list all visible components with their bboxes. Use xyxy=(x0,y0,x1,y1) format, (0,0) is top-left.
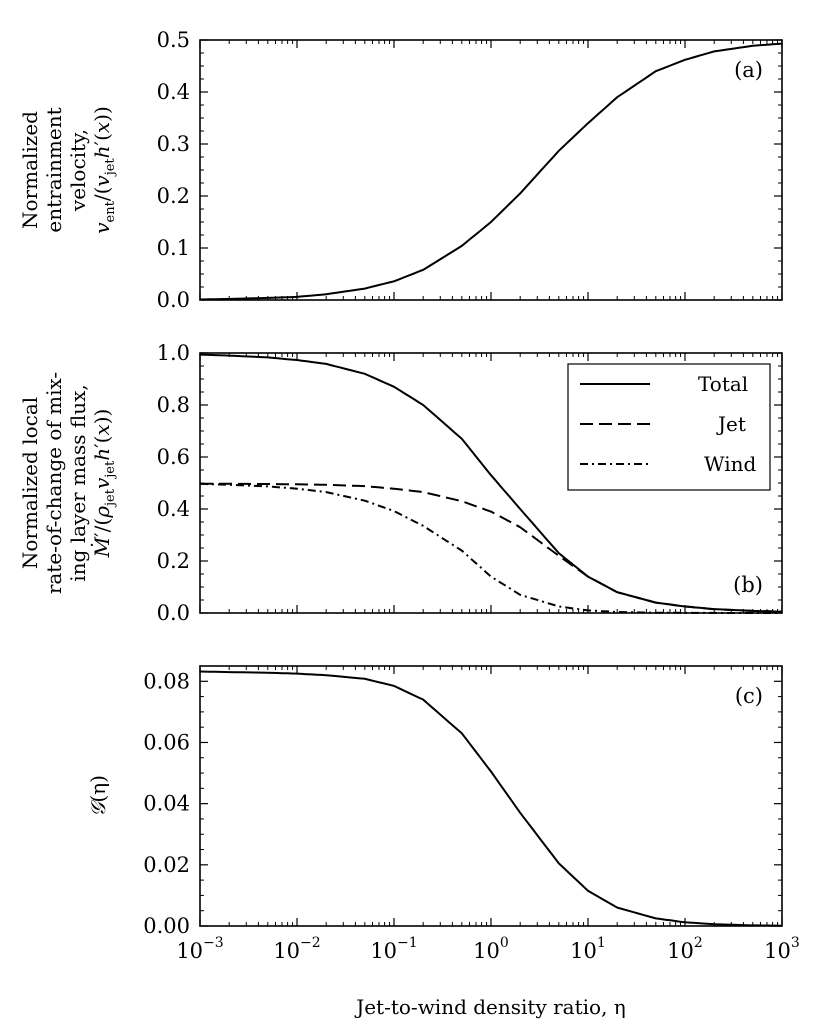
panel-c-ytick-label: 0.02 xyxy=(143,853,190,877)
series-v-ent-line xyxy=(199,42,783,301)
panel-b-ytick-label: 0.4 xyxy=(157,497,190,521)
panel-c-ylabel: 𝒢(η) xyxy=(86,775,110,817)
panel-a-ylabel: Normalized entrainment velocity, vent/(v… xyxy=(18,106,118,234)
panel-a-ylabel-line-1: Normalized xyxy=(18,111,42,229)
series-wind-line xyxy=(199,482,782,614)
panel-b-ylabel-formula: Ṁ′/(ρjetvjeth′(x)) xyxy=(90,409,118,559)
panel-b-ylabel-line-1: Normalized local xyxy=(18,397,42,569)
legend: Total Jet Wind xyxy=(567,363,771,491)
panel-a-ylabel-line-2: entrainment xyxy=(42,107,66,232)
panel-b-tag: (b) xyxy=(733,573,763,597)
panel-c-frame xyxy=(199,665,783,927)
panel-a-ytick-label: 0.5 xyxy=(157,28,190,52)
x-axis-label: Jet-to-wind density ratio, η xyxy=(354,995,626,1019)
legend-label-wind: Wind xyxy=(704,452,756,476)
panel-b-ylabel-line-2: rate-of-change of mix- xyxy=(42,372,66,594)
panel-c-ytick-label: 0.00 xyxy=(143,914,190,938)
panel-b-ylabel-line-3: ing layer mass flux, xyxy=(66,384,90,581)
panel-c-ytick-label: 0.06 xyxy=(143,730,190,754)
panel-a-tag: (a) xyxy=(734,58,763,82)
panel-a-lines xyxy=(199,42,783,301)
panel-c-ytick-label: 0.04 xyxy=(143,792,190,816)
x-tick-label: 102 xyxy=(667,935,703,963)
panel-a-ytick-label: 0.4 xyxy=(157,80,190,104)
panel-b-ylabel: Normalized local rate-of-change of mix- … xyxy=(18,372,118,594)
panel-b: 0.0 0.2 0.4 0.6 0.8 1.0 (b) Total Jet Wind No… xyxy=(18,341,783,625)
panel-c-ticks: 0.00 0.02 0.04 0.06 0.08 10−3 10−2 10−1 100 101 10… xyxy=(143,666,800,963)
panel-c: 0.00 0.02 0.04 0.06 0.08 10−3 10−2 10−1 100 101 10… xyxy=(86,665,800,1019)
panel-c-ylabel-arg: (η) xyxy=(86,775,110,803)
panel-b-ytick-label: 1.0 xyxy=(157,341,190,365)
panel-a-ylabel-line-3: velocity, xyxy=(66,129,90,212)
panel-c-ytick-label: 0.08 xyxy=(143,669,190,693)
panel-b-frame xyxy=(199,352,783,614)
panel-a-frame xyxy=(199,39,783,301)
x-tick-label: 103 xyxy=(764,935,800,963)
x-tick-label: 100 xyxy=(473,935,509,963)
legend-label-jet: Jet xyxy=(716,412,746,436)
panel-a-ytick-label: 0.1 xyxy=(157,236,190,260)
series-jet-line xyxy=(200,482,783,613)
x-tick-label: 10−2 xyxy=(273,935,320,963)
panel-c-lines xyxy=(199,670,783,927)
x-tick-label: 101 xyxy=(570,935,606,963)
panel-b-ytick-label: 0.2 xyxy=(157,549,190,573)
panel-b-ytick-label: 0.0 xyxy=(157,601,190,625)
panel-a-ticks: 0.0 0.1 0.2 0.3 0.4 0.5 xyxy=(157,28,783,312)
panel-b-ytick-label: 0.6 xyxy=(157,445,190,469)
panel-a-ylabel-formula: vent/(vjeth′(x)) xyxy=(90,106,118,234)
series-g-line xyxy=(199,670,783,927)
panel-b-ytick-label: 0.8 xyxy=(157,393,190,417)
panel-c-tag: (c) xyxy=(735,684,763,708)
panel-a-ytick-label: 0.2 xyxy=(157,184,190,208)
panel-a: 0.0 0.1 0.2 0.3 0.4 0.5 (a) Normalized entrai… xyxy=(18,28,783,312)
panel-a-ytick-label: 0.3 xyxy=(157,132,190,156)
legend-label-total: Total xyxy=(698,372,748,396)
panel-a-ytick-label: 0.0 xyxy=(157,288,190,312)
x-tick-label: 10−1 xyxy=(370,935,417,963)
x-tick-label: 10−3 xyxy=(176,935,223,963)
